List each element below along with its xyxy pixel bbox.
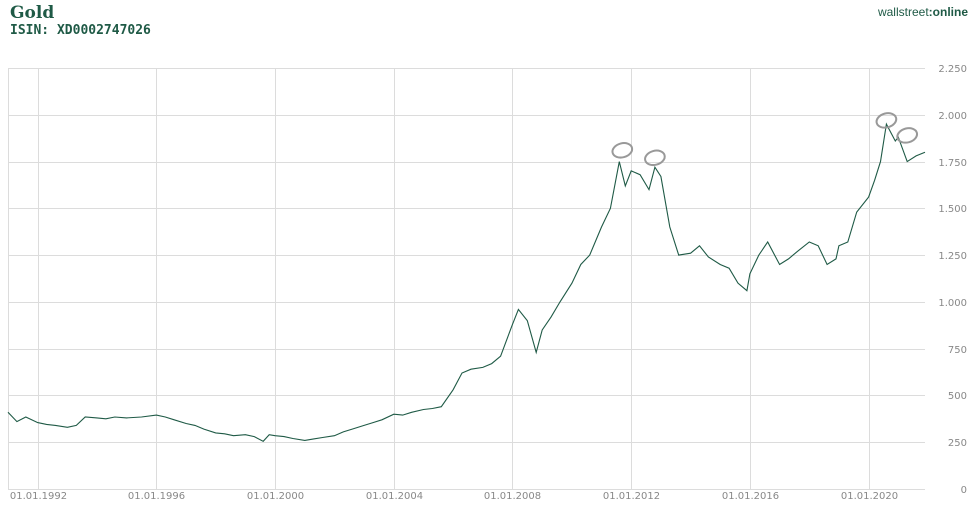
x-tick-label: 01.01.2012: [603, 491, 660, 502]
annotation-circle: [611, 142, 634, 159]
y-tick-label: 1.750: [938, 158, 967, 169]
brand-logo[interactable]: wallstreet:online: [878, 6, 968, 18]
isin-label: ISIN: XD0002747026: [10, 23, 151, 38]
x-axis-labels: 01.01.1992 01.01.1996 01.01.2000 01.01.2004…: [10, 491, 898, 502]
annotation-circle: [644, 149, 666, 167]
x-tick-label: 01.01.2008: [484, 491, 541, 502]
y-tick-label: 2.250: [938, 64, 967, 75]
x-tick-label: 01.01.2020: [841, 491, 898, 502]
y-tick-label: 1.000: [938, 298, 967, 309]
brand-prefix: wallstreet: [877, 5, 929, 19]
annotation-marks: [611, 112, 919, 167]
annotation-circle: [896, 127, 919, 144]
chart-title: Gold: [10, 3, 55, 23]
annotation-circle: [875, 112, 898, 129]
y-tick-label: 1.250: [938, 251, 967, 262]
gold-price-line: [7, 122, 926, 442]
y-axis-labels: 0 250 500 750 1.000 1.250 1.500 1.750 2.000 2.250: [938, 64, 967, 496]
x-tick-label: 01.01.2000: [247, 491, 304, 502]
y-tick-label: 2.000: [938, 111, 967, 122]
y-tick-label: 1.500: [938, 204, 967, 215]
y-tick-label: 750: [948, 345, 967, 356]
x-tick-label: 01.01.1992: [10, 491, 67, 502]
grid: [8, 68, 925, 490]
x-tick-label: 01.01.1996: [128, 491, 185, 502]
y-tick-label: 500: [948, 391, 967, 402]
brand-suffix: online: [932, 5, 968, 19]
x-tick-label: 01.01.2004: [366, 491, 423, 502]
y-tick-label: 250: [948, 438, 967, 449]
x-tick-label: 01.01.2016: [722, 491, 779, 502]
brand-colon: :: [928, 5, 933, 19]
y-tick-label: 0: [961, 485, 967, 496]
